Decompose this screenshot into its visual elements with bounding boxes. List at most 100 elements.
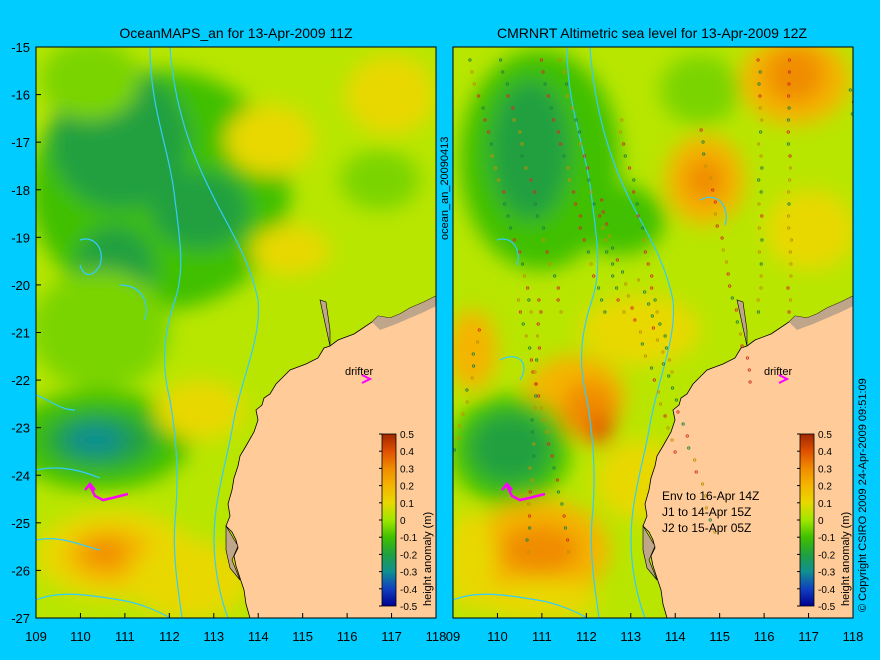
- colorbar-tick-label: -0.2: [400, 550, 418, 561]
- track-point: [701, 140, 705, 144]
- track-point: [848, 88, 852, 92]
- track-point: [535, 334, 540, 338]
- track-point: [708, 518, 712, 522]
- track-point: [667, 358, 672, 362]
- track-point: [563, 526, 568, 530]
- track-point: [621, 142, 626, 146]
- track-point: [757, 250, 761, 254]
- track-point: [543, 82, 547, 86]
- track-point: [447, 497, 449, 499]
- track-point: [787, 310, 791, 314]
- track-point: [528, 466, 532, 470]
- track-point: [610, 246, 615, 250]
- lon-tick-label: 114: [248, 629, 269, 644]
- track-point: [786, 286, 790, 290]
- track-point: [610, 262, 615, 266]
- colorbar-tick-label: -0.2: [818, 550, 836, 561]
- track-point: [661, 350, 665, 354]
- colorbar-tick-label: 0.1: [818, 499, 832, 510]
- track-point: [670, 438, 674, 442]
- track-point: [477, 328, 481, 332]
- track-point: [518, 250, 522, 254]
- left-shark-bay: [225, 524, 241, 581]
- track-point: [556, 130, 561, 134]
- track-point: [758, 70, 762, 74]
- track-point: [567, 178, 571, 182]
- track-point: [558, 58, 562, 62]
- track-point: [721, 248, 725, 252]
- track-point: [663, 334, 667, 338]
- track-point: [870, 233, 872, 235]
- lat-tick-label: -18: [11, 183, 30, 198]
- track-point: [626, 294, 630, 298]
- track-point: [630, 306, 634, 310]
- lon-tick-label: 110: [70, 629, 91, 644]
- track-point: [471, 352, 475, 356]
- track-point: [566, 166, 570, 170]
- track-point: [627, 166, 632, 170]
- track-point: [759, 154, 763, 158]
- track-point: [560, 502, 564, 506]
- track-point: [556, 490, 560, 494]
- track-point: [687, 446, 691, 450]
- track-point: [520, 142, 524, 146]
- track-point: [618, 130, 623, 134]
- track-point: [758, 94, 762, 98]
- track-point: [534, 382, 538, 386]
- track-point: [757, 226, 761, 230]
- lon-tick-label: 111: [115, 629, 135, 644]
- right-colorbar-scale: [799, 433, 815, 607]
- track-point: [851, 100, 853, 104]
- track-point: [642, 238, 646, 242]
- track-point: [562, 514, 566, 518]
- track-point: [470, 376, 474, 380]
- colorbar-tick-label: 0.3: [818, 464, 832, 475]
- track-point: [566, 550, 571, 554]
- track-point: [787, 70, 792, 74]
- track-point: [525, 538, 529, 542]
- track-point: [757, 202, 761, 206]
- track-point: [477, 94, 481, 98]
- track-point: [468, 58, 472, 62]
- track-point: [640, 342, 644, 346]
- lon-tick-label: 115: [292, 629, 313, 644]
- right-colorbar-label: height anomaly (m): [840, 512, 852, 606]
- left-colorbar: 0.5 0.4 0.3 0.2 0.1 0 -0.1 -0.2 -0.3 -0.4 -0.5 hei…: [379, 430, 434, 613]
- track-point: [730, 296, 734, 300]
- track-point: [539, 406, 543, 410]
- track-point: [704, 494, 708, 498]
- track-point: [465, 400, 469, 404]
- lat-tick-label: -22: [11, 373, 30, 388]
- track-point: [711, 188, 715, 192]
- left-drifter-track: [84, 482, 129, 502]
- track-point: [787, 226, 791, 230]
- track-point: [756, 310, 761, 314]
- track-point: [788, 166, 793, 170]
- track-point: [509, 226, 513, 230]
- track-point: [760, 238, 764, 242]
- track-point: [578, 214, 583, 218]
- track-point: [577, 130, 582, 134]
- track-point: [786, 214, 791, 218]
- left-colorbar-label: height anomaly (m): [422, 512, 434, 606]
- colorbar-tick-label: -0.5: [818, 602, 836, 613]
- track-point: [444, 509, 446, 511]
- track-point: [876, 281, 878, 283]
- track-point: [670, 386, 675, 390]
- track-point: [541, 226, 546, 230]
- track-point: [518, 130, 522, 134]
- track-point: [520, 262, 525, 266]
- track-point: [556, 298, 560, 302]
- track-point: [516, 298, 521, 302]
- right-longitude-axis: 09 110 111 112 113 114 115 116 117 118: [446, 613, 863, 644]
- track-point: [578, 142, 583, 146]
- track-point: [756, 58, 760, 62]
- track-point: [530, 478, 534, 482]
- left-drifter-label: drifter: [345, 366, 373, 378]
- track-point: [563, 70, 567, 74]
- track-point: [681, 422, 685, 426]
- track-point: [738, 332, 743, 336]
- track-point: [596, 286, 601, 290]
- right-panel-title: CMRNRT Altimetric sea level for 13-Apr-2…: [497, 25, 807, 41]
- track-point: [655, 310, 659, 314]
